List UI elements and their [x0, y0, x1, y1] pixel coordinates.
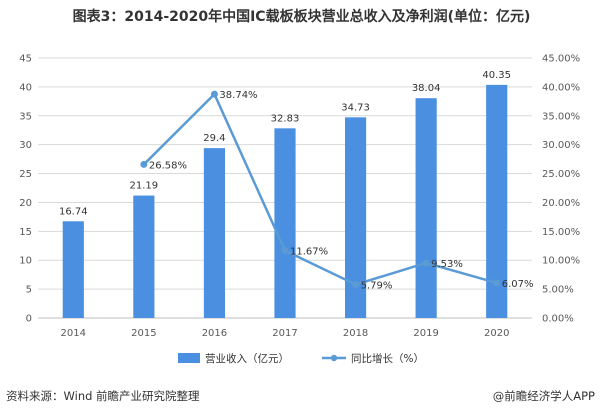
- bar: [62, 221, 84, 318]
- bar: [415, 98, 437, 318]
- x-tick-label: 2015: [131, 328, 156, 339]
- y2-tick-label: 10.00%: [542, 256, 580, 267]
- y-tick-label: 25: [19, 169, 32, 180]
- brand-credit: @前瞻经济学人APP: [492, 389, 595, 403]
- y2-tick-label: 20.00%: [542, 198, 580, 209]
- line-point: [140, 160, 148, 168]
- bar: [203, 148, 226, 318]
- bar-value-label: 16.74: [59, 206, 88, 217]
- y2-tick-label: 40.00%: [542, 82, 580, 93]
- x-tick-label: 2020: [484, 328, 509, 339]
- chart-title: 图表3：2014-2020年中国IC载板板块营业总收入及净利润(单位：亿元): [72, 9, 531, 25]
- y-tick-label: 15: [19, 227, 32, 238]
- y2-tick-label: 5.00%: [542, 285, 574, 296]
- bar: [486, 84, 508, 318]
- bar-value-label: 21.19: [130, 181, 159, 192]
- right-y-axis: 0.00% 5.00% 10.00% 15.00% 20.00% 25.00% 30.00%…: [542, 54, 580, 325]
- x-axis: 2014 2015 2016 2017 2018 2019 2020: [38, 317, 532, 339]
- y-tick-label: 45: [19, 54, 32, 65]
- growth-line: [142, 92, 498, 286]
- legend: 营业收入（亿元） 同比增长（%）: [178, 352, 424, 365]
- y-tick-label: 40: [19, 82, 32, 93]
- x-tick-label: 2017: [272, 328, 297, 339]
- legend-bar-label: 营业收入（亿元）: [205, 352, 289, 365]
- legend-line-label: 同比增长（%）: [351, 352, 424, 365]
- legend-line-marker: [330, 354, 338, 362]
- y-tick-label: 0: [26, 314, 32, 325]
- bar: [274, 128, 296, 318]
- x-tick-label: 2018: [343, 328, 368, 339]
- bar-data-labels: 16.74 21.19 29.4 32.83 34.73 38.04 40.35: [59, 70, 511, 217]
- line-point: [422, 259, 430, 267]
- line-point: [281, 247, 289, 255]
- line-series: [140, 90, 501, 289]
- line-point: [352, 281, 360, 289]
- left-y-axis: 0 5 10 15 20 25 30 35 40 45: [19, 54, 32, 325]
- line-data-labels: 26.58% 38.74% 11.67% 5.79% 9.53% 6.07%: [149, 90, 534, 291]
- y-tick-label: 5: [26, 285, 32, 296]
- x-tick-label: 2019: [413, 328, 438, 339]
- y2-tick-label: 35.00%: [542, 111, 580, 122]
- bar: [133, 195, 155, 318]
- bar-value-label: 34.73: [341, 102, 370, 113]
- legend-bar-swatch: [178, 353, 200, 363]
- bar-value-label: 32.83: [271, 113, 300, 124]
- x-tick-label: 2016: [202, 328, 227, 339]
- y2-tick-label: 0.00%: [542, 314, 574, 325]
- bar-value-label: 40.35: [482, 70, 511, 81]
- y-tick-label: 10: [19, 256, 32, 267]
- line-value-label: 9.53%: [431, 259, 463, 270]
- y2-tick-label: 45.00%: [542, 54, 580, 65]
- y2-tick-label: 15.00%: [542, 227, 580, 238]
- y2-tick-label: 25.00%: [542, 169, 580, 180]
- bar-value-label: 38.04: [412, 83, 441, 94]
- line-value-label: 11.67%: [290, 247, 328, 258]
- line-value-label: 38.74%: [219, 90, 257, 101]
- y-tick-label: 20: [19, 198, 32, 209]
- line-value-label: 5.79%: [361, 281, 393, 292]
- source-note: 资料来源：Wind 前瞻产业研究院整理: [6, 389, 200, 403]
- x-tick-label: 2014: [61, 328, 86, 339]
- y2-tick-label: 30.00%: [542, 140, 580, 151]
- y-tick-label: 35: [19, 111, 32, 122]
- line-point: [210, 90, 218, 98]
- bar-value-label: 29.4: [203, 133, 225, 144]
- y-tick-label: 30: [19, 140, 32, 151]
- bar: [344, 117, 367, 319]
- line-value-label: 26.58%: [149, 160, 187, 171]
- line-value-label: 6.07%: [502, 279, 534, 290]
- line-point: [493, 279, 501, 287]
- bar-series: [62, 84, 508, 319]
- combo-chart: 0 5 10 15 20 25 30 35 40 45 0.00% 5.00% 10.00% 15.00…: [19, 54, 580, 366]
